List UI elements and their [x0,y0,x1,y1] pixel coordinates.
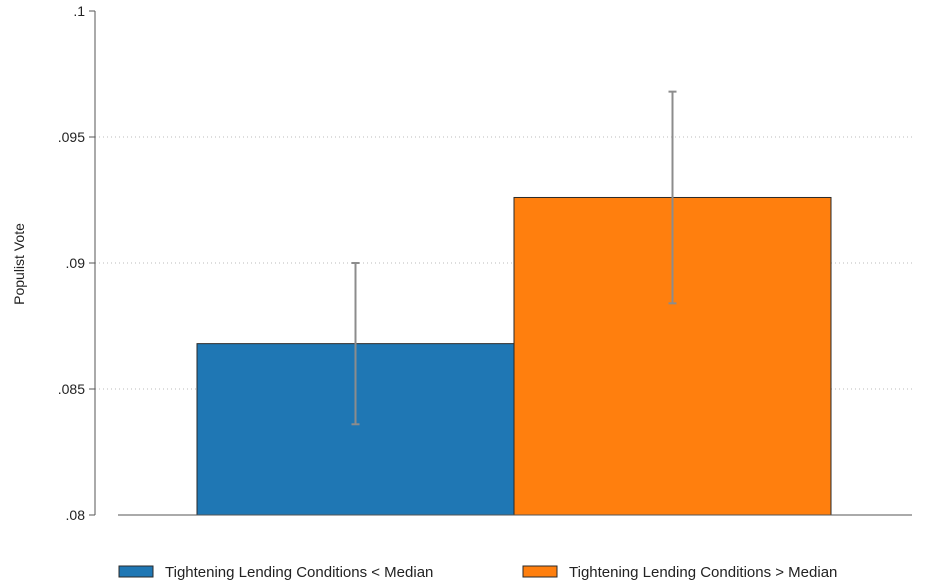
legend-label: Tightening Lending Conditions < Median [165,564,433,581]
legend-swatch [522,565,558,578]
y-tick-label: .09 [66,255,86,271]
error-bars [351,90,677,426]
legend-label: Tightening Lending Conditions > Median [569,564,837,581]
y-axis: .08 .085 .09 .095 .1 [58,3,96,523]
legend-swatch [118,565,154,578]
y-tick-label: .085 [58,381,85,397]
y-axis-title: Populist Vote [11,223,27,305]
bars [196,196,832,516]
y-tick-label: .08 [66,507,86,523]
legend: Tightening Lending Conditions < Median Ti… [118,564,837,581]
y-tick-label: .095 [58,129,85,145]
y-tick-label: .1 [73,3,85,19]
